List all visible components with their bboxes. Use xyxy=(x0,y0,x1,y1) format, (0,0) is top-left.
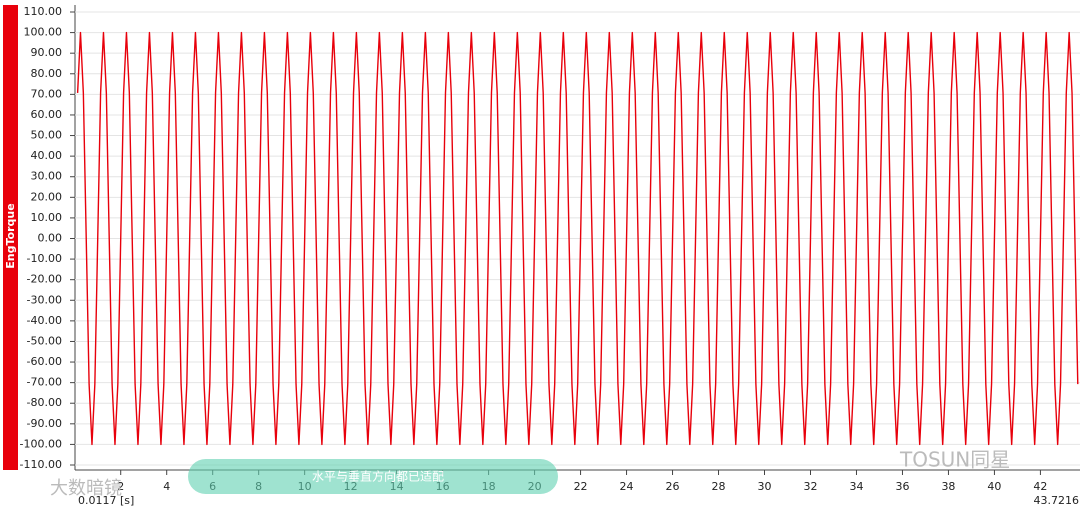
x-tick-label: 2 xyxy=(117,480,124,493)
y-label-bar xyxy=(3,5,18,470)
y-tick-label: -10.00 xyxy=(27,252,62,265)
y-tick-label: -50.00 xyxy=(27,334,62,347)
overlay: 水平与垂直方向都已适配 大数暗镜 TOSUN同星 xyxy=(50,448,1010,500)
y-tick-label: -40.00 xyxy=(27,314,62,327)
x-start-label: 0.0117 [s] xyxy=(78,494,134,507)
x-tick-label: 34 xyxy=(849,480,863,493)
y-tick-label: 50.00 xyxy=(31,129,63,142)
watermark: 大数暗镜 xyxy=(50,478,122,499)
y-tick-label: -110.00 xyxy=(20,458,62,471)
x-tick-label: 28 xyxy=(712,480,726,493)
y-tick-label: 10.00 xyxy=(31,211,63,224)
y-tick-label: 60.00 xyxy=(31,108,63,121)
y-tick-label: -60.00 xyxy=(27,355,62,368)
y-tick-label: 20.00 xyxy=(31,190,63,203)
y-tick-label: -80.00 xyxy=(27,396,62,409)
x-end-label: 43.7216 xyxy=(1034,494,1080,507)
toast-background xyxy=(188,459,558,494)
y-tick-label: 70.00 xyxy=(31,87,63,100)
y-tick-label: 0.00 xyxy=(38,232,63,245)
y-tick-label: -100.00 xyxy=(20,437,62,450)
watermark: TOSUN同星 xyxy=(899,448,1010,472)
plot-area: 110.00100.0090.0080.0070.0060.0050.0040.… xyxy=(20,5,1080,507)
x-tick-label: 40 xyxy=(987,480,1001,493)
x-tick-label: 24 xyxy=(620,480,634,493)
toast: 水平与垂直方向都已适配 xyxy=(312,469,444,484)
y-tick-label: 80.00 xyxy=(31,67,63,80)
x-tick-label: 42 xyxy=(1033,480,1047,493)
y-tick-label: -30.00 xyxy=(27,293,62,306)
y-tick-label: -20.00 xyxy=(27,273,62,286)
y-axis-label: EngTorque xyxy=(4,203,17,268)
x-tick-label: 26 xyxy=(666,480,680,493)
x-tick-label: 30 xyxy=(758,480,772,493)
y-tick-label: 100.00 xyxy=(24,26,63,39)
x-tick-label: 32 xyxy=(803,480,817,493)
y-tick-label: 40.00 xyxy=(31,149,63,162)
line-series xyxy=(76,31,1079,446)
x-tick-label: 38 xyxy=(941,480,955,493)
y-tick-label: -90.00 xyxy=(27,417,62,430)
x-tick-label: 4 xyxy=(163,480,170,493)
y-tick-label: -70.00 xyxy=(27,376,62,389)
y-tick-label: 30.00 xyxy=(31,170,63,183)
x-tick-label: 22 xyxy=(574,480,588,493)
y-tick-label: 110.00 xyxy=(24,5,63,18)
x-tick-label: 36 xyxy=(895,480,909,493)
y-tick-label: 90.00 xyxy=(31,46,63,59)
